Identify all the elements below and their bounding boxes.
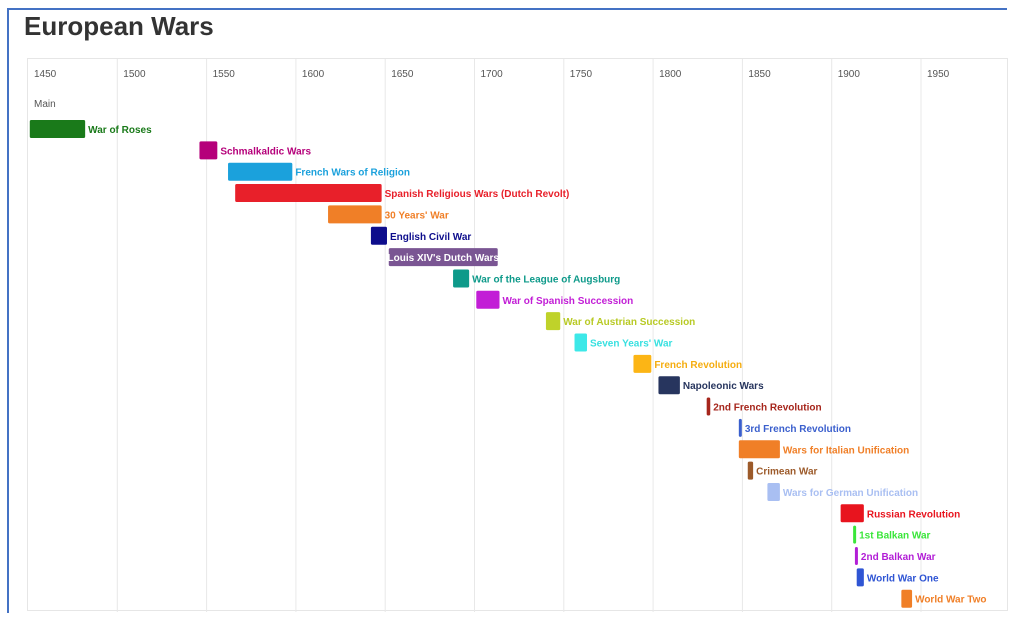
event-row[interactable]: Crimean War	[747, 461, 818, 480]
tick-label: 1600	[302, 69, 325, 80]
tick-labels: 1450 1500 1550 1600 1650 1700 1750 1800 1850 1900…	[34, 69, 950, 80]
tick-label: 1500	[123, 69, 146, 80]
event-bar[interactable]	[235, 184, 382, 203]
event-row[interactable]: Spanish Religious Wars (Dutch Revolt)	[235, 184, 570, 203]
event-label: 3rd French Revolution	[745, 424, 851, 435]
event-bar[interactable]	[853, 525, 857, 544]
event-row[interactable]: War of Spanish Succession	[476, 290, 634, 309]
event-bar[interactable]	[767, 482, 780, 501]
event-bar[interactable]	[658, 376, 680, 395]
event-bar[interactable]	[476, 290, 500, 309]
event-bar[interactable]	[574, 333, 588, 352]
event-label: Louis XIV's Dutch Wars	[388, 253, 500, 264]
event-bar[interactable]	[747, 461, 754, 480]
event-row[interactable]: World War One	[856, 568, 939, 587]
event-bar[interactable]	[854, 547, 858, 565]
event-bar[interactable]	[901, 589, 913, 608]
event-row[interactable]: 30 Years' War	[328, 205, 449, 224]
event-bar[interactable]	[840, 504, 864, 523]
event-row[interactable]: 3rd French Revolution	[738, 418, 851, 437]
tick-label: 1900	[838, 69, 861, 80]
event-label: War of the League of Augsburg	[472, 274, 620, 285]
event-row[interactable]: War of Roses	[29, 120, 152, 138]
event-label: War of Roses	[88, 125, 152, 136]
tick-label: 1550	[213, 69, 236, 80]
event-row[interactable]: Schmalkaldic Wars	[199, 141, 312, 160]
event-row[interactable]: Seven Years' War	[574, 333, 673, 352]
tick-label: 1950	[927, 69, 950, 80]
event-label: Crimean War	[756, 467, 817, 478]
event-row[interactable]: Wars for Italian Unification	[738, 440, 909, 459]
event-row[interactable]: 2nd French Revolution	[706, 397, 822, 416]
event-label: War of Austrian Succession	[563, 317, 695, 328]
event-row[interactable]: Louis XIV's Dutch Wars	[388, 248, 500, 267]
event-label: Wars for Italian Unification	[783, 445, 909, 456]
event-row[interactable]: World War Two	[901, 589, 987, 608]
event-bar[interactable]	[388, 248, 498, 267]
tick-label: 1850	[748, 69, 771, 80]
event-row[interactable]: War of the League of Augsburg	[453, 269, 620, 288]
tick-label: 1450	[34, 69, 57, 80]
window-frame	[7, 8, 1007, 613]
event-row[interactable]: 2nd Balkan War	[854, 547, 936, 565]
event-label: 1st Balkan War	[859, 531, 930, 542]
event-bar[interactable]	[706, 397, 711, 416]
event-label: Seven Years' War	[590, 339, 673, 350]
event-bar[interactable]	[328, 205, 382, 224]
event-label: World War One	[867, 573, 939, 584]
event-bar[interactable]	[453, 269, 470, 288]
group-label: Main	[34, 99, 56, 110]
grid-lines	[116, 59, 922, 612]
event-bars: War of Roses Schmalkaldic Wars French Wars…	[29, 120, 987, 608]
event-row[interactable]: French Revolution	[633, 354, 742, 373]
event-row[interactable]: English Civil War	[370, 226, 471, 245]
event-bar[interactable]	[856, 568, 864, 587]
event-label: 2nd French Revolution	[713, 403, 821, 414]
page-title: European Wars	[24, 11, 214, 41]
event-label: Russian Revolution	[867, 509, 960, 520]
tick-label: 1650	[391, 69, 414, 80]
event-row[interactable]: War of Austrian Succession	[545, 312, 695, 331]
event-bar[interactable]	[545, 312, 561, 331]
event-label: Schmalkaldic Wars	[220, 146, 311, 157]
event-label: 2nd Balkan War	[861, 552, 936, 563]
event-row[interactable]: Napoleonic Wars	[658, 376, 764, 395]
event-bar[interactable]	[370, 226, 387, 245]
event-label: French Revolution	[654, 360, 742, 371]
event-bar[interactable]	[738, 418, 742, 437]
event-bar[interactable]	[29, 120, 86, 138]
event-row[interactable]: Russian Revolution	[840, 504, 961, 523]
tick-label: 1800	[659, 69, 682, 80]
tick-label: 1750	[570, 69, 593, 80]
event-bar[interactable]	[199, 141, 218, 160]
event-label: Wars for German Unification	[783, 488, 918, 499]
event-label: Napoleonic Wars	[683, 381, 764, 392]
event-bar[interactable]	[738, 440, 780, 459]
event-row[interactable]: Wars for German Unification	[767, 482, 918, 501]
tick-label: 1700	[481, 69, 504, 80]
event-label: Spanish Religious Wars (Dutch Revolt)	[385, 189, 570, 200]
event-label: French Wars of Religion	[295, 168, 410, 179]
event-bar[interactable]	[633, 354, 652, 373]
timeline-svg: 1450 1500 1550 1600 1650 1700 1750 1800 1850 1900…	[29, 59, 987, 612]
event-label: 30 Years' War	[385, 210, 449, 221]
event-label: English Civil War	[390, 232, 471, 243]
event-bar[interactable]	[228, 162, 293, 181]
event-row[interactable]: French Wars of Religion	[228, 162, 410, 181]
event-row[interactable]: 1st Balkan War	[853, 525, 931, 544]
timeline-chart: 1450 1500 1550 1600 1650 1700 1750 1800 1850 1900…	[27, 58, 1008, 612]
event-label: War of Spanish Succession	[503, 296, 634, 307]
event-label: World War Two	[915, 595, 986, 606]
